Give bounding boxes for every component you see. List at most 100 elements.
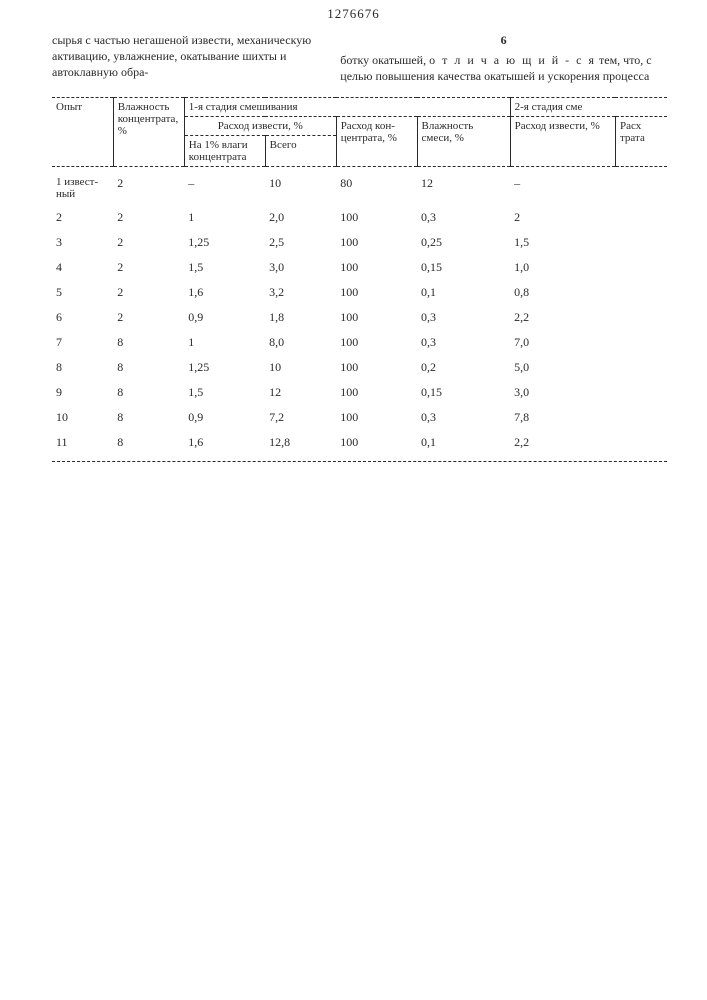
table-cell: 0,3 [417,405,510,430]
table-cell: 3,0 [510,380,615,405]
table-cell: – [510,171,615,205]
table-row: 1181,612,81000,12,2 [52,430,667,455]
table-cell: 8 [113,430,184,455]
table-cell: 2 [113,171,184,205]
table-cell: 2 [113,230,184,255]
table-cell: 1,5 [184,380,265,405]
table-cell: 8 [113,380,184,405]
table-cell: 0,3 [417,305,510,330]
table-row: 620,91,81000,32,2 [52,305,667,330]
table-cell: 8 [113,355,184,380]
th-vsego: Всего [265,135,336,166]
th-rasx: Расх трата [615,116,667,166]
left-para: сырья с частью негашеной извести, механи… [52,33,311,79]
table-cell: 1,0 [510,255,615,280]
table-cell: 7,0 [510,330,615,355]
table-cell [615,305,667,330]
table-cell: 2 [113,255,184,280]
right-col-number: 6 [340,32,667,48]
table-row: 881,25101000,25,0 [52,355,667,380]
table-cell: 8,0 [265,330,336,355]
table-cell [615,405,667,430]
table-cell: 2,0 [265,205,336,230]
table-cell: 10 [265,355,336,380]
table-cell: 100 [336,405,417,430]
table-cell: 10 [52,405,113,430]
table-cell: 100 [336,230,417,255]
table-cell: 3,0 [265,255,336,280]
right-para-prefix: ботку окатышей, [340,53,429,67]
table-cell: 100 [336,380,417,405]
data-table: Опыт Влаж­ность кон­цент­рата, % 1-я ста… [52,97,667,462]
table-cell: 0,1 [417,280,510,305]
table-cell: 80 [336,171,417,205]
table-cell [615,205,667,230]
th-opyt: Опыт [52,97,113,166]
table-cell: 1,6 [184,280,265,305]
table-cell: 1 [184,205,265,230]
table-body: 1 из­вест­ный2–108012–2212,01000,32321,2… [52,171,667,455]
table-cell: 100 [336,355,417,380]
th-na1pct: На 1% влаги концен­трата [184,135,265,166]
table-cell: 2,5 [265,230,336,255]
table-row: 521,63,21000,10,8 [52,280,667,305]
table-cell: 1,6 [184,430,265,455]
table-cell: 100 [336,255,417,280]
table-cell: 3 [52,230,113,255]
table-row: 1 из­вест­ный2–108012– [52,171,667,205]
table-cell: 10 [265,171,336,205]
table-cell: 0,15 [417,255,510,280]
table-cell: 9 [52,380,113,405]
table-cell: 0,9 [184,305,265,330]
table-cell [615,230,667,255]
table-cell: 2,2 [510,305,615,330]
table-cell: 0,25 [417,230,510,255]
table-cell: 1,8 [265,305,336,330]
table-row: 7818,01000,37,0 [52,330,667,355]
table-cell: 0,3 [417,330,510,355]
table-row: 2212,01000,32 [52,205,667,230]
table-cell: 8 [113,405,184,430]
th-vlazh-smesi: Влажность смеси, % [417,116,510,166]
table-cell: 100 [336,430,417,455]
table-cell: 11 [52,430,113,455]
table-cell: 100 [336,280,417,305]
table-cell: 2 [510,205,615,230]
table-row: 1080,97,21000,37,8 [52,405,667,430]
table-cell: 8 [113,330,184,355]
table-cell: 12,8 [265,430,336,455]
th-stage2: 2-я стадия сме [510,97,667,116]
table-cell: 2 [113,205,184,230]
table-cell: 2,2 [510,430,615,455]
table-cell [615,280,667,305]
table-row: 981,5121000,153,0 [52,380,667,405]
table-cell: 12 [265,380,336,405]
table-cell [615,255,667,280]
table-cell: 5 [52,280,113,305]
th-rashod-konc: Расход кон­цент­рата, % [336,116,417,166]
table-cell: 4 [52,255,113,280]
th-vlazh: Влаж­ность кон­цент­рата, % [113,97,184,166]
table-cell: 7,2 [265,405,336,430]
table-cell: 1,5 [184,255,265,280]
table-row: 421,53,01000,151,0 [52,255,667,280]
table-cell: 0,2 [417,355,510,380]
intro-columns: сырья с частью негашеной извести, механи… [52,32,667,85]
table-cell: 1,25 [184,230,265,255]
th-rashod-izv: Расход извести, % [184,116,336,135]
table-cell: 0,1 [417,430,510,455]
table-cell: 3,2 [265,280,336,305]
table-cell: 5,0 [510,355,615,380]
table-cell: 100 [336,305,417,330]
table-cell: – [184,171,265,205]
table-cell [615,171,667,205]
table-cell [615,355,667,380]
table-cell: 0,8 [510,280,615,305]
table-cell: 2 [113,305,184,330]
table-cell: 6 [52,305,113,330]
table-header: Опыт Влаж­ность кон­цент­рата, % 1-я ста… [52,97,667,167]
table-cell: 2 [52,205,113,230]
table-cell: 100 [336,330,417,355]
table-cell: 7 [52,330,113,355]
table-cell: 8 [52,355,113,380]
